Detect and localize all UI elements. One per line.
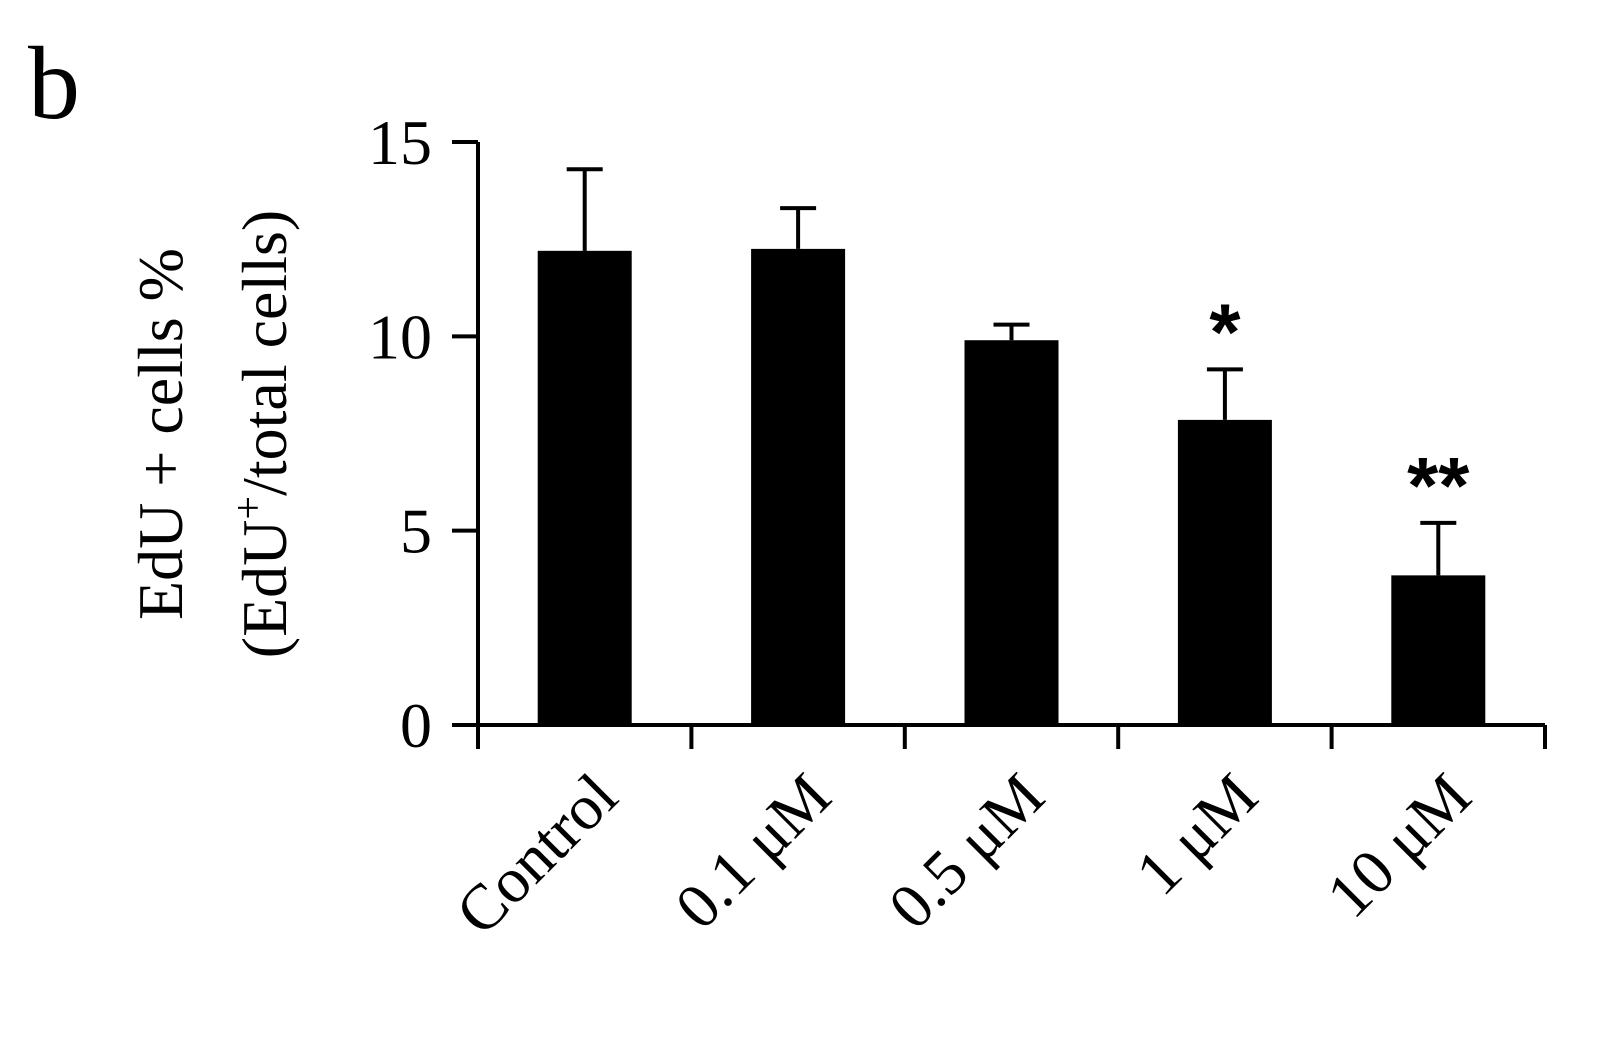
x-tick-label-0: Control xyxy=(442,760,630,948)
y-axis-ticks: 0 5 10 15 xyxy=(368,107,478,761)
y-axis-title-line1: EdU + cells % xyxy=(125,248,196,620)
bar-0 xyxy=(537,250,632,725)
y-tick-label-3: 15 xyxy=(368,107,432,178)
x-tick-label-1: 0.1 μM xyxy=(661,760,844,943)
y-tick-label-0: 0 xyxy=(400,690,432,761)
x-tick-label-3: 1 μM xyxy=(1122,760,1271,909)
y-axis-title-line2-suffix: /total cells) xyxy=(229,210,300,496)
panel-label: b xyxy=(28,26,80,141)
x-tick-label-2: 0.5 μM xyxy=(875,760,1058,943)
y-tick-label-2: 10 xyxy=(368,301,432,372)
bar-1 xyxy=(751,248,846,725)
x-tick-label-4: 10 μM xyxy=(1313,760,1484,931)
bar-2 xyxy=(964,340,1059,725)
bar-4 xyxy=(1391,575,1486,725)
y-axis-title-line2-prefix: (EdU xyxy=(229,520,300,659)
y-axis-title: EdU + cells % (EdU+/total cells) xyxy=(125,210,300,658)
bars: *** xyxy=(537,167,1486,725)
x-axis-ticks: Control 0.1 μM 0.5 μM 1 μM 10 μM xyxy=(442,725,1547,948)
significance-label-3: * xyxy=(1209,287,1241,376)
y-axis-title-line2: (EdU+/total cells) xyxy=(226,210,300,658)
y-axis-title-line2-superscript: + xyxy=(226,496,272,520)
bar-3 xyxy=(1177,419,1272,725)
y-tick-label-1: 5 xyxy=(400,496,432,567)
significance-label-4: ** xyxy=(1407,441,1470,530)
